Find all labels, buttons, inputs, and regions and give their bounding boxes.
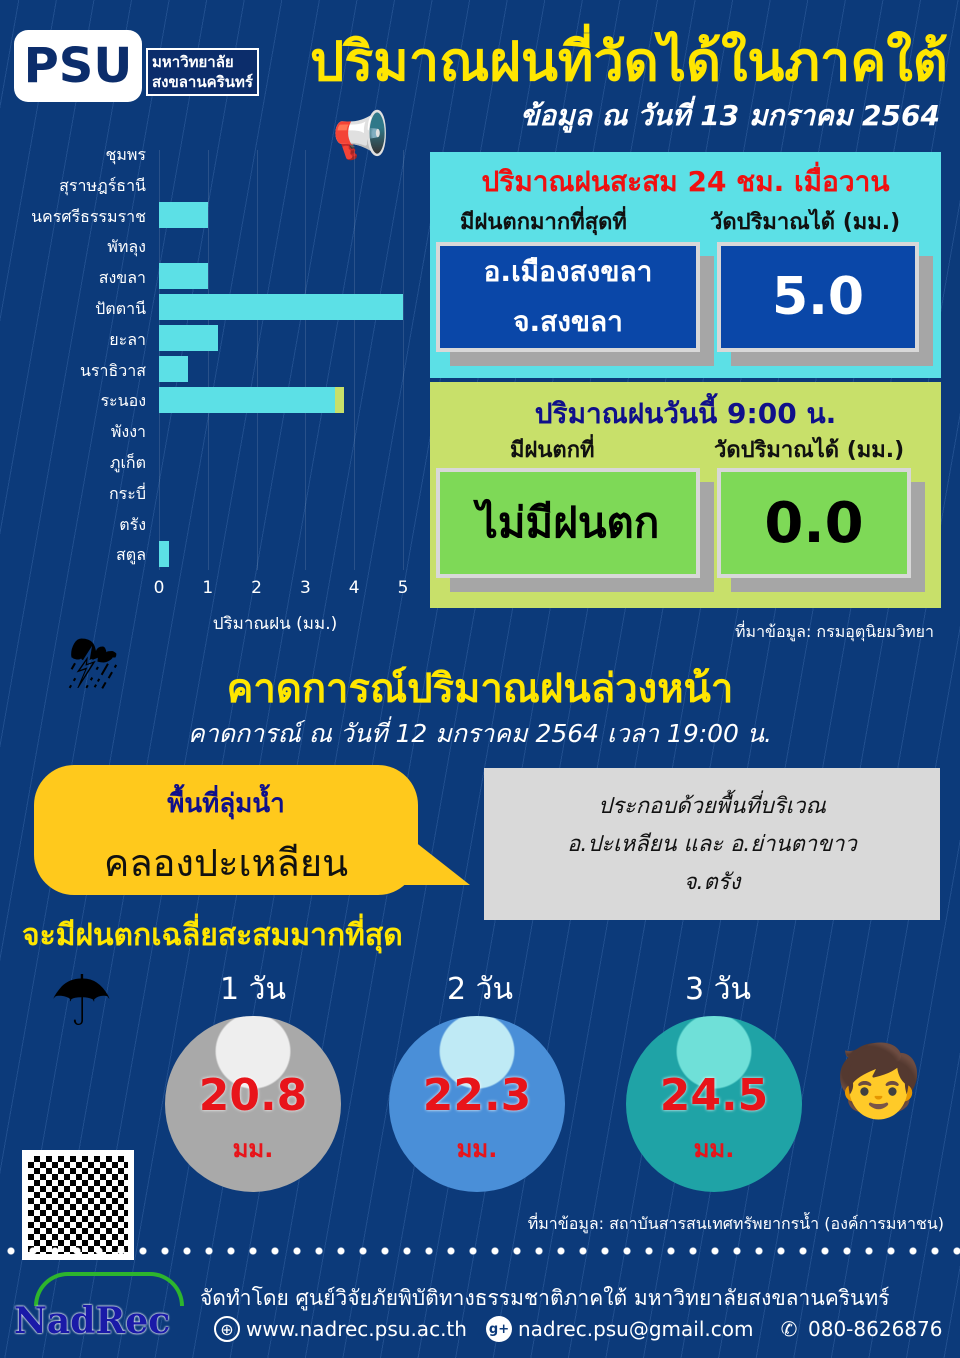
forecast-subtitle: คาดการณ์ ณ วันที่ 12 มกราคม 2564 เวลา 19… bbox=[188, 719, 772, 748]
basin-label: พื้นที่ลุ่มน้ำ bbox=[167, 789, 285, 819]
day-1-label: 1 วัน bbox=[220, 972, 286, 1007]
megaphone-icon: 📢 bbox=[332, 108, 390, 162]
today-value-box: 0.0 bbox=[717, 468, 911, 578]
psu-logo: PSU มหาวิทยาลัย สงขลานครินทร์ bbox=[14, 30, 276, 102]
yesterday-panel: ปริมาณฝนสะสม 24 ชม. เมื่อวาน มีฝนตกมากที… bbox=[430, 152, 941, 378]
chart-bar bbox=[159, 355, 189, 382]
phone-icon: ✆ bbox=[780, 1317, 798, 1341]
psu-name-line1: มหาวิทยาลัย bbox=[152, 53, 234, 71]
day-2-unit: มม. bbox=[456, 1135, 498, 1163]
chart-x-tick: 0 bbox=[153, 578, 165, 598]
chart-x-tick: 1 bbox=[202, 578, 214, 598]
chart-gridline bbox=[207, 150, 209, 570]
yesterday-place-box: อ.เมืองสงขลา จ.สงขลา bbox=[436, 242, 700, 352]
chart-x-tick: 5 bbox=[397, 578, 409, 598]
phone-text[interactable]: 080-8626876 bbox=[808, 1317, 943, 1341]
chart-gridline bbox=[354, 150, 356, 570]
area-line-2: อ.ปะเหลียน และ อ.ย่านตาขาว bbox=[567, 832, 857, 857]
today-col1-label: มีฝนตกที่ bbox=[510, 438, 595, 463]
chart-category-label: ตรัง bbox=[119, 514, 146, 534]
today-col2-label: วัดปริมาณได้ (มม.) bbox=[714, 438, 905, 463]
yesterday-title: ปริมาณฝนสะสม 24 ชม. เมื่อวาน bbox=[481, 165, 890, 198]
day-1-unit: มม. bbox=[232, 1135, 274, 1163]
footer-phone[interactable]: ✆ 080-8626876 bbox=[776, 1316, 943, 1342]
nadrec-logo-text: NadRec bbox=[14, 1300, 171, 1342]
day-2-value: 22.3 bbox=[422, 1070, 532, 1121]
basin-name: คลองปะเหลียน bbox=[103, 841, 349, 885]
psu-name-line2: สงขลานครินทร์ bbox=[152, 73, 253, 91]
chart-gridline bbox=[403, 150, 404, 570]
area-line-1: ประกอบด้วยพื้นที่บริเวณ bbox=[598, 794, 826, 819]
day-1-value: 20.8 bbox=[198, 1070, 308, 1121]
page-subtitle: ข้อมูล ณ วันที่ 13 มกราคม 2564 bbox=[520, 99, 940, 132]
bubble-tail bbox=[400, 830, 470, 885]
yesterday-col1-label: มีฝนตกมากที่สุดที่ bbox=[460, 210, 627, 235]
chart-x-tick: 3 bbox=[299, 578, 311, 598]
chart-category-label: พังงา bbox=[110, 422, 146, 442]
dotted-divider bbox=[0, 1246, 960, 1256]
forecast-title: คาดการณ์ปริมาณฝนล่วงหน้า bbox=[226, 666, 734, 712]
max-rain-label: จะมีฝนตกเฉลี่ยสะสมมากที่สุด bbox=[22, 918, 403, 953]
chart-gridline bbox=[305, 150, 307, 570]
chart-x-axis-label: ปริมาณฝน (มม.) bbox=[212, 614, 338, 634]
yesterday-place-district: อ.เมืองสงขลา bbox=[483, 255, 653, 288]
chart-category-label: นครศรีธรรมราช bbox=[31, 206, 146, 226]
chart-bar bbox=[334, 386, 345, 413]
today-title: ปริมาณฝนวันนี้ 9:00 น. bbox=[534, 397, 837, 430]
website-text[interactable]: www.nadrec.psu.ac.th bbox=[246, 1317, 467, 1341]
footer-email[interactable]: g+ nadrec.psu@gmail.com bbox=[486, 1316, 753, 1342]
footer-organization: จัดทำโดย ศูนย์วิจัยภัยพิบัติทางธรรมชาติภ… bbox=[200, 1286, 890, 1310]
source-tmd: ที่มาข้อมูล: กรมอุตุนิยมวิทยา bbox=[734, 622, 934, 641]
chart-category-label: ปัตตานี bbox=[95, 299, 146, 318]
basin-bubble: พื้นที่ลุ่มน้ำ คลองปะเหลียน bbox=[34, 765, 418, 895]
qr-code[interactable] bbox=[22, 1150, 134, 1260]
nadrec-logo: NadRec bbox=[14, 1272, 196, 1344]
page-title: ปริมาณฝนที่วัดได้ในภาคใต้ bbox=[310, 30, 948, 93]
today-place-box: ไม่มีฝนตก bbox=[436, 468, 700, 578]
rain-cloud-icon: ⛈ bbox=[68, 628, 120, 702]
chart-bar bbox=[159, 201, 208, 228]
globe-icon: ⊕ bbox=[214, 1316, 240, 1342]
chart-category-label: สตูล bbox=[116, 545, 146, 565]
chart-bar bbox=[159, 294, 403, 321]
chart-gridline bbox=[256, 150, 258, 570]
child-raincoat-illustration: 🧒 bbox=[835, 1040, 923, 1122]
basin-area-box: ประกอบด้วยพื้นที่บริเวณ อ.ปะเหลียน และ อ… bbox=[484, 768, 940, 920]
chart-category-label: ชุมพร bbox=[105, 145, 146, 164]
yesterday-col2-label: วัดปริมาณได้ (มม.) bbox=[710, 210, 901, 235]
chart-category-label: ภูเก็ต bbox=[109, 453, 146, 472]
day-1-circle: 20.8 มม. bbox=[165, 1016, 341, 1192]
chart-category-label: สุราษฎร์ธานี bbox=[59, 175, 146, 195]
chart-bar bbox=[159, 263, 208, 290]
source-hii: ที่มาข้อมูล: สถาบันสารสนเทศทรัพยากรน้ำ (… bbox=[527, 1214, 944, 1233]
chart-x-tick: 2 bbox=[251, 578, 262, 598]
day-3-value: 24.5 bbox=[659, 1070, 769, 1121]
today-panel: ปริมาณฝนวันนี้ 9:00 น. มีฝนตกที่ วัดปริม… bbox=[430, 382, 941, 608]
yesterday-value-box: 5.0 bbox=[717, 242, 919, 352]
chart-bar bbox=[159, 540, 169, 567]
day-2-label: 2 วัน bbox=[447, 972, 513, 1007]
psu-logo-mark: PSU bbox=[14, 30, 142, 102]
area-line-3: จ.ตรัง bbox=[683, 870, 741, 895]
yesterday-place-province: จ.สงขลา bbox=[513, 305, 623, 338]
day-2-circle: 22.3 มม. bbox=[389, 1016, 565, 1192]
chart-category-label: ยะลา bbox=[109, 329, 146, 349]
chart-bar bbox=[159, 325, 218, 351]
day-3-unit: มม. bbox=[693, 1135, 735, 1163]
chart-category-label: กระบี่ bbox=[108, 483, 146, 503]
day-3-label: 3 วัน bbox=[685, 972, 751, 1007]
day-3-circle: 24.5 มม. bbox=[626, 1016, 802, 1192]
chart-bar bbox=[159, 386, 335, 413]
chart-category-label: สงขลา bbox=[98, 268, 146, 288]
footer-website[interactable]: ⊕ www.nadrec.psu.ac.th bbox=[214, 1316, 467, 1342]
child-umbrella-illustration: ☂ bbox=[50, 960, 113, 1042]
chart-category-label: นราธิวาส bbox=[79, 360, 146, 380]
google-plus-icon: g+ bbox=[486, 1316, 512, 1342]
email-text[interactable]: nadrec.psu@gmail.com bbox=[518, 1317, 754, 1341]
chart-x-tick: 4 bbox=[348, 578, 360, 598]
chart-category-label: ระนอง bbox=[100, 391, 146, 411]
chart-category-label: พัทลุง bbox=[107, 237, 146, 257]
psu-logo-name: มหาวิทยาลัย สงขลานครินทร์ bbox=[146, 48, 259, 96]
